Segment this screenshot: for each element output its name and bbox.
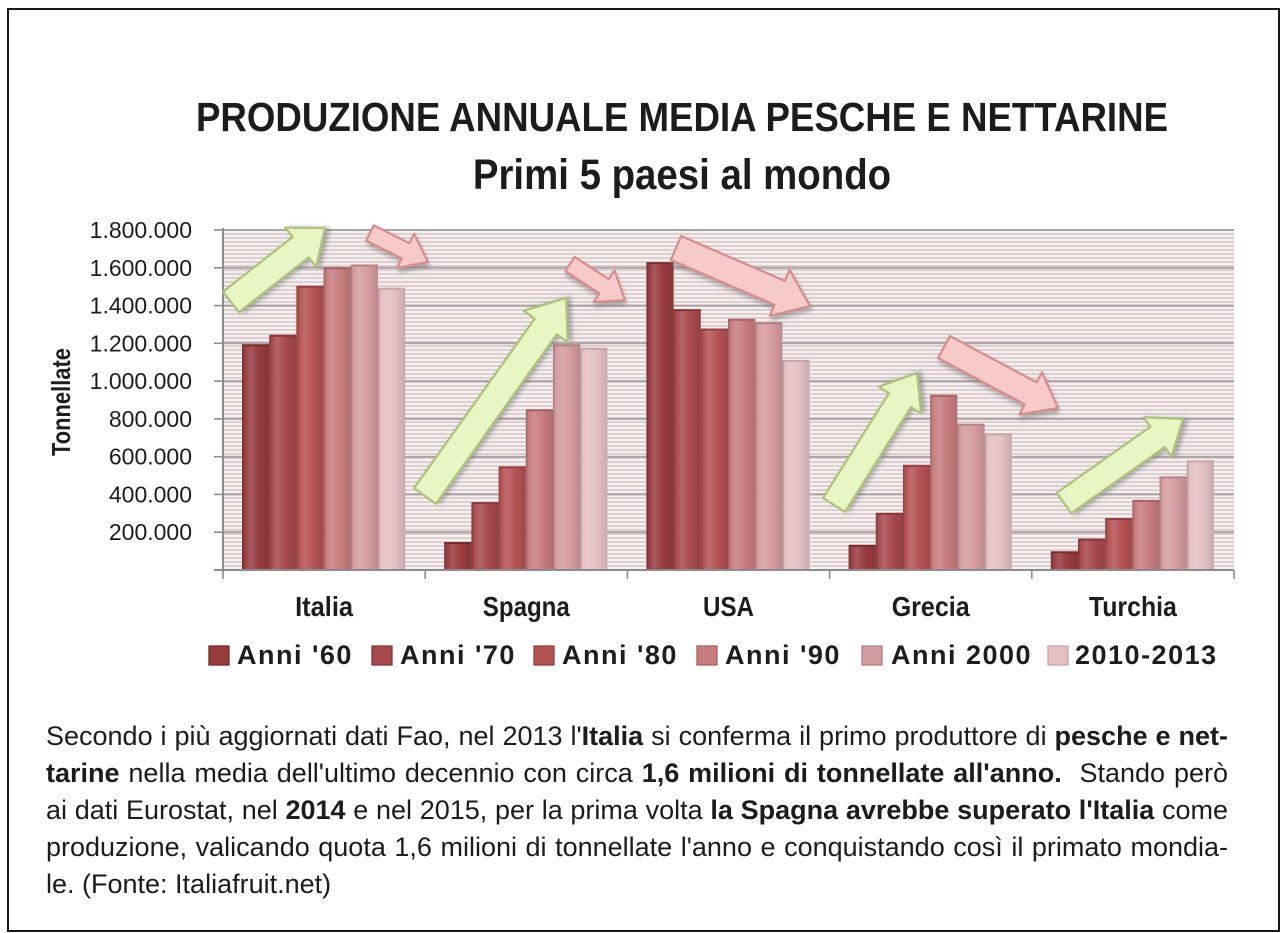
svg-text:400.000: 400.000 (109, 481, 192, 507)
svg-text:Turchia: Turchia (1089, 591, 1177, 622)
svg-text:Anni '70: Anni '70 (400, 640, 516, 670)
svg-text:2010-2013: 2010-2013 (1075, 640, 1218, 670)
svg-text:Anni 2000: Anni 2000 (891, 640, 1032, 670)
svg-text:1.200.000: 1.200.000 (90, 330, 192, 356)
svg-text:USA: USA (703, 591, 754, 622)
svg-text:800.000: 800.000 (109, 406, 192, 432)
svg-text:Grecia: Grecia (892, 591, 970, 622)
svg-text:600.000: 600.000 (109, 444, 192, 470)
svg-text:Anni '80: Anni '80 (562, 640, 678, 670)
svg-text:1.000.000: 1.000.000 (90, 368, 192, 394)
svg-text:Tonnellate: Tonnellate (46, 348, 76, 456)
svg-text:Spagna: Spagna (483, 591, 570, 622)
svg-text:1.800.000: 1.800.000 (90, 217, 192, 243)
svg-text:Anni '90: Anni '90 (725, 640, 841, 670)
svg-text:1.600.000: 1.600.000 (90, 255, 192, 281)
svg-text:Anni '60: Anni '60 (237, 640, 353, 670)
svg-text:1.400.000: 1.400.000 (90, 293, 192, 319)
svg-text:200.000: 200.000 (109, 519, 192, 545)
svg-text:Italia: Italia (295, 591, 353, 622)
